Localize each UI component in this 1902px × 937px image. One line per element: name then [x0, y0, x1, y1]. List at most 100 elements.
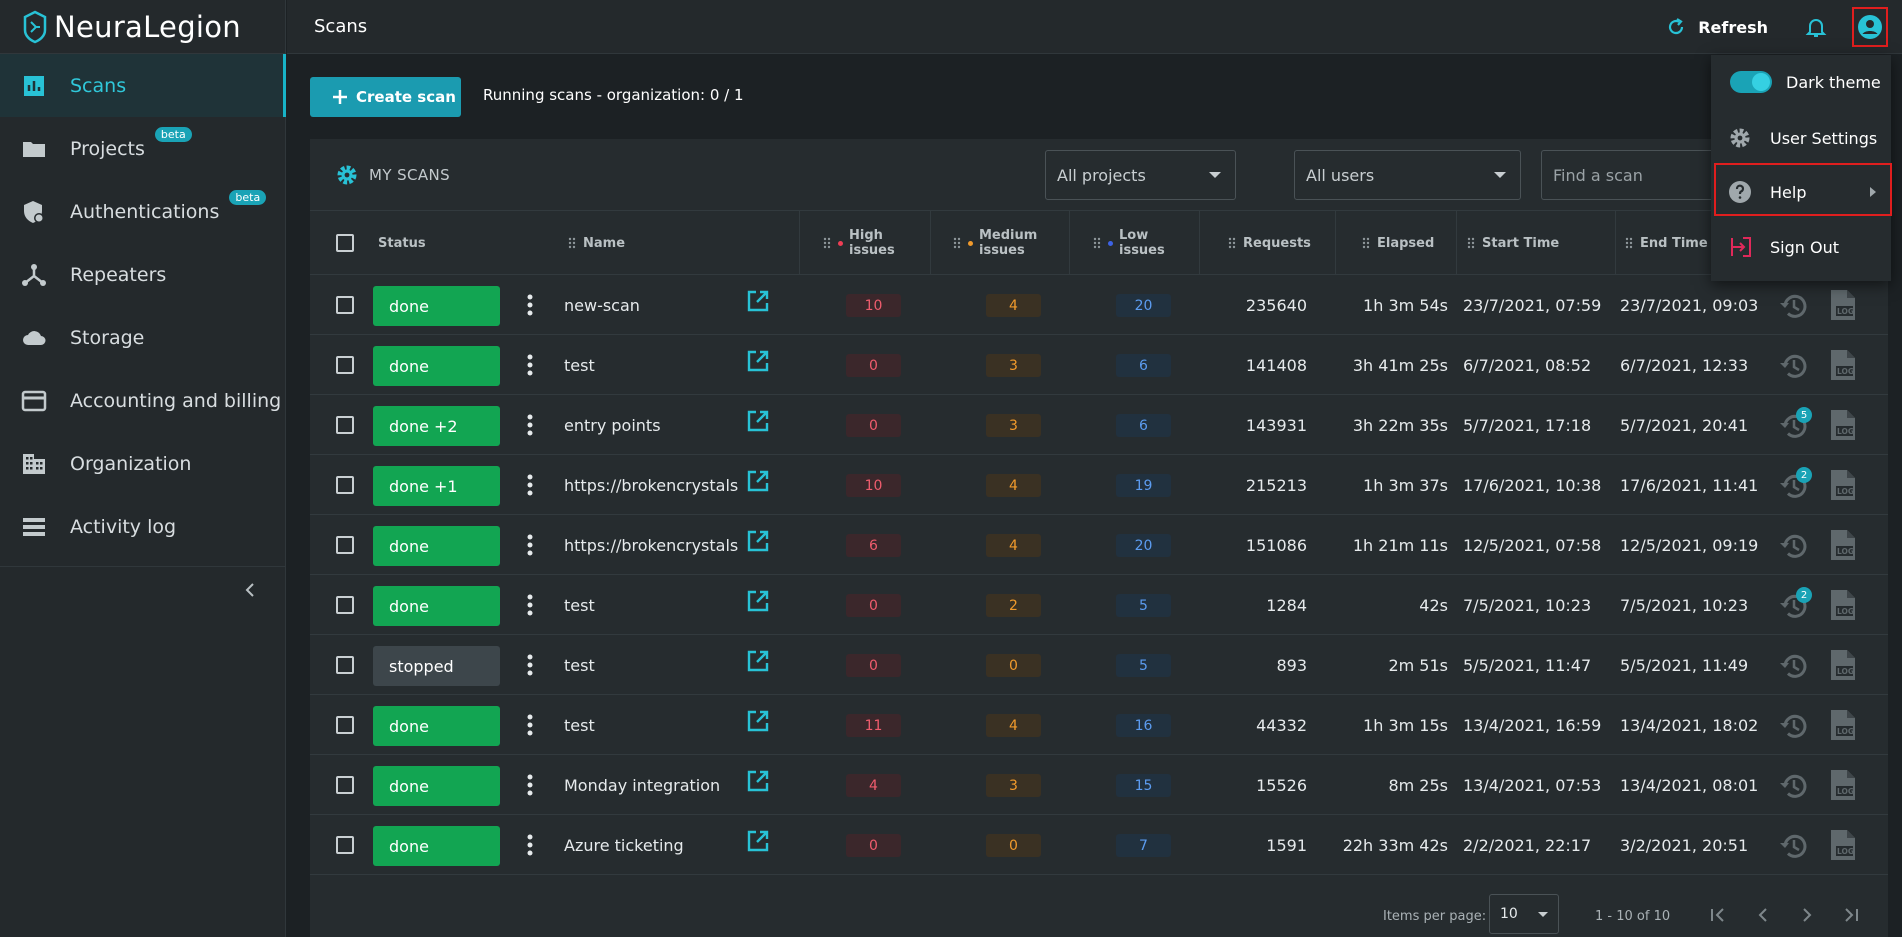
status-badge[interactable]: done: [373, 706, 500, 746]
history-icon[interactable]: [1776, 352, 1808, 380]
notifications-bell-icon[interactable]: [1804, 15, 1828, 39]
last-page-icon[interactable]: [1841, 905, 1861, 925]
table-row[interactable]: done test 0 2 5 1284 42s 7/5/2021, 10:23 7/5/202…: [310, 575, 1888, 635]
col-low[interactable]: Low issues: [1093, 211, 1183, 275]
col-requests[interactable]: Requests: [1228, 211, 1311, 275]
col-end-time[interactable]: End Time: [1625, 211, 1708, 275]
row-checkbox[interactable]: [336, 356, 354, 374]
toggle-switch[interactable]: [1730, 71, 1772, 93]
sidebar-item-accounting-and-billing[interactable]: Accounting and billing: [0, 369, 285, 432]
log-file-icon[interactable]: LOG: [1829, 529, 1857, 561]
table-row[interactable]: done +2 entry points 0 3 6 143931 3h 22m 35s 5/…: [310, 395, 1888, 455]
more-vert-icon[interactable]: [526, 473, 534, 497]
table-row[interactable]: done new-scan 10 4 20 235640 1h 3m 54s 23/7/202…: [310, 275, 1888, 335]
user-settings-item[interactable]: User Settings: [1711, 112, 1891, 164]
history-icon[interactable]: [1776, 712, 1808, 740]
history-icon[interactable]: [1776, 292, 1808, 320]
col-start-time[interactable]: Start Time: [1467, 211, 1559, 275]
collapse-sidebar-button[interactable]: [240, 580, 260, 600]
more-vert-icon[interactable]: [526, 353, 534, 377]
more-vert-icon[interactable]: [526, 293, 534, 317]
open-in-new-icon[interactable]: [746, 289, 770, 313]
drag-handle-icon[interactable]: [1093, 237, 1101, 249]
refresh-button[interactable]: Refresh: [1666, 17, 1768, 37]
col-status[interactable]: Status: [378, 235, 426, 251]
row-checkbox[interactable]: [336, 716, 354, 734]
col-name[interactable]: Name: [568, 211, 625, 275]
more-vert-icon[interactable]: [526, 413, 534, 437]
sidebar-item-organization[interactable]: Organization: [0, 432, 285, 495]
select-all-checkbox[interactable]: [336, 234, 354, 252]
account-button[interactable]: [1852, 7, 1888, 47]
open-in-new-icon[interactable]: [746, 409, 770, 433]
row-checkbox[interactable]: [336, 476, 354, 494]
open-in-new-icon[interactable]: [746, 649, 770, 673]
open-in-new-icon[interactable]: [746, 709, 770, 733]
status-badge[interactable]: done: [373, 526, 500, 566]
open-in-new-icon[interactable]: [746, 349, 770, 373]
row-checkbox[interactable]: [336, 416, 354, 434]
open-in-new-icon[interactable]: [746, 529, 770, 553]
history-icon[interactable]: [1776, 532, 1808, 560]
drag-handle-icon[interactable]: [568, 237, 576, 249]
table-row[interactable]: done test 11 4 16 44332 1h 3m 15s 13/4/2021, 16…: [310, 695, 1888, 755]
log-file-icon[interactable]: LOG: [1829, 769, 1857, 801]
sign-out-item[interactable]: Sign Out: [1711, 221, 1891, 273]
search-input[interactable]: [1541, 150, 1741, 200]
projects-select[interactable]: All projects: [1045, 150, 1236, 200]
drag-handle-icon[interactable]: [953, 237, 961, 249]
log-file-icon[interactable]: LOG: [1829, 349, 1857, 381]
first-page-icon[interactable]: [1708, 905, 1728, 925]
more-vert-icon[interactable]: [526, 713, 534, 737]
log-file-icon[interactable]: LOG: [1829, 709, 1857, 741]
sidebar-item-scans[interactable]: Scans: [0, 54, 286, 117]
table-row[interactable]: done https://brokencrystals.com 6 4 20 151086…: [310, 515, 1888, 575]
open-in-new-icon[interactable]: [746, 769, 770, 793]
table-row[interactable]: done +1https://brokencrystals.com1041921…: [310, 455, 1888, 515]
sidebar-item-projects[interactable]: Projects beta: [0, 117, 285, 180]
row-checkbox[interactable]: [336, 656, 354, 674]
next-page-icon[interactable]: [1797, 905, 1817, 925]
more-vert-icon[interactable]: [526, 533, 534, 557]
drag-handle-icon[interactable]: [1467, 237, 1475, 249]
row-checkbox[interactable]: [336, 536, 354, 554]
more-vert-icon[interactable]: [526, 593, 534, 617]
history-icon[interactable]: [1776, 772, 1808, 800]
row-checkbox[interactable]: [336, 836, 354, 854]
log-file-icon[interactable]: LOG: [1829, 289, 1857, 321]
history-icon[interactable]: [1776, 832, 1808, 860]
items-per-page-select[interactable]: 10: [1489, 894, 1559, 934]
status-badge[interactable]: done +1: [373, 466, 500, 506]
table-row[interactable]: done Azure ticketing 0 0 7 1591 22h 33m 42s 2/2…: [310, 815, 1888, 875]
create-scan-button[interactable]: Create scan: [310, 77, 461, 117]
status-badge[interactable]: done: [373, 586, 500, 626]
more-vert-icon[interactable]: [526, 773, 534, 797]
history-icon[interactable]: [1776, 652, 1808, 680]
drag-handle-icon[interactable]: [823, 237, 831, 249]
sidebar-item-authentications[interactable]: Authentications beta: [0, 180, 285, 243]
log-file-icon[interactable]: LOG: [1829, 649, 1857, 681]
status-badge[interactable]: done: [373, 346, 500, 386]
status-badge[interactable]: done: [373, 766, 500, 806]
more-vert-icon[interactable]: [526, 833, 534, 857]
col-high[interactable]: High issues: [823, 211, 903, 275]
row-checkbox[interactable]: [336, 596, 354, 614]
row-checkbox[interactable]: [336, 296, 354, 314]
status-badge[interactable]: done +2: [373, 406, 500, 446]
open-in-new-icon[interactable]: [746, 829, 770, 853]
drag-handle-icon[interactable]: [1362, 237, 1370, 249]
table-row[interactable]: done Monday integration 4 3 15 15526 8m 25s 13/…: [310, 755, 1888, 815]
col-elapsed[interactable]: Elapsed: [1362, 211, 1434, 275]
log-file-icon[interactable]: LOG: [1829, 589, 1857, 621]
log-file-icon[interactable]: LOG: [1829, 409, 1857, 441]
users-select[interactable]: All users: [1294, 150, 1521, 200]
drag-handle-icon[interactable]: [1228, 237, 1236, 249]
logo[interactable]: NeuraLegion: [0, 0, 285, 54]
my-scans-settings[interactable]: MY SCANS: [335, 163, 450, 187]
more-vert-icon[interactable]: [526, 653, 534, 677]
status-badge[interactable]: done: [373, 286, 500, 326]
table-row[interactable]: done test 0 3 6 141408 3h 41m 25s 6/7/2021, 08:…: [310, 335, 1888, 395]
col-medium[interactable]: Medium issues: [953, 211, 1053, 275]
table-row[interactable]: stopped test 0 0 5 893 2m 51s 5/5/2021, 11:47 5/…: [310, 635, 1888, 695]
log-file-icon[interactable]: LOG: [1829, 469, 1857, 501]
